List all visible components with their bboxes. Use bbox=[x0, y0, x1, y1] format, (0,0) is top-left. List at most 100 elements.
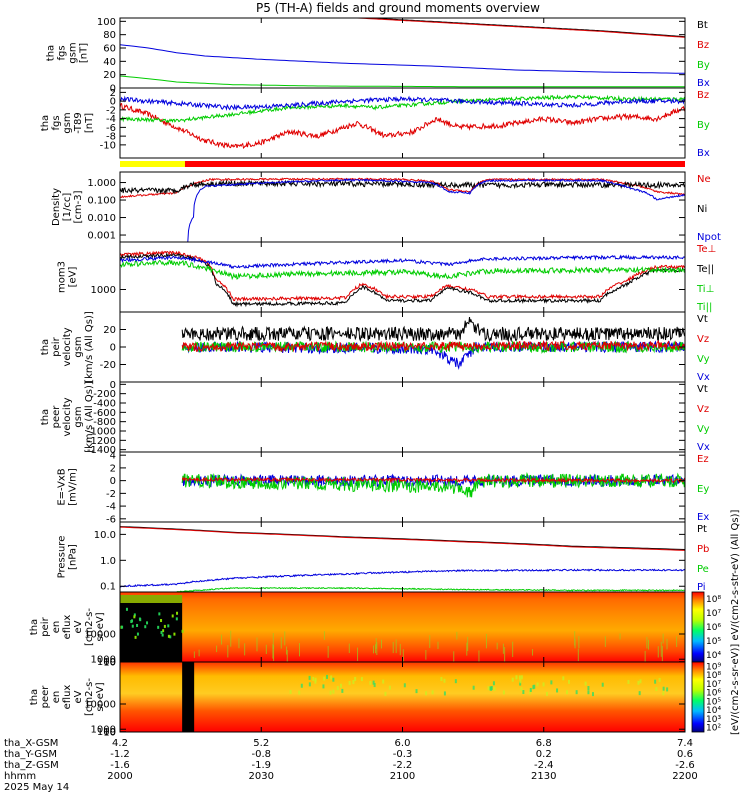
series-Bx-line bbox=[120, 95, 685, 111]
legend-entry: Ni bbox=[697, 204, 707, 215]
legend-entry: Vz bbox=[697, 404, 709, 415]
x-ticks bbox=[119, 382, 686, 452]
x-ticks bbox=[119, 522, 686, 592]
heatmap-speck bbox=[533, 684, 536, 689]
y-axis-label-line: en bbox=[51, 621, 62, 634]
heatmap-speck bbox=[443, 678, 446, 683]
heatmap-speck bbox=[662, 691, 665, 696]
y-axis-label: tha peer en eflux eV [cm2-s-sr-eV] bbox=[29, 678, 106, 716]
heatmap-speck bbox=[490, 686, 493, 691]
y-tick-label: 10000 bbox=[84, 700, 116, 711]
heatmap-speck bbox=[382, 679, 385, 684]
heatmap-speck bbox=[587, 686, 590, 691]
y-axis-label-line: fgs bbox=[51, 115, 62, 130]
heatmap-speck bbox=[519, 681, 522, 686]
y-axis-label-line: velocity bbox=[62, 327, 73, 366]
heatmap-streak bbox=[376, 642, 378, 656]
heatmap-speck bbox=[627, 679, 630, 684]
series-Ti||-line bbox=[120, 254, 685, 270]
heatmap-speck bbox=[332, 689, 335, 694]
panel-4: Te⊥ Te|| Ti⊥ Ti|| 1000 mom3 [eV] bbox=[57, 241, 716, 313]
time-axis-value: -1.2 bbox=[110, 749, 130, 760]
y-ticks: 0 20 40 60 80 100 bbox=[97, 17, 685, 95]
heatmap-streak bbox=[375, 637, 377, 649]
heatmap-speck bbox=[520, 675, 523, 680]
legend-entry: Vy bbox=[697, 424, 710, 435]
y-axis-label-line: en bbox=[51, 691, 62, 704]
heatmap-streak bbox=[375, 644, 377, 654]
heatmap-streak bbox=[286, 649, 288, 663]
series-group bbox=[181, 472, 685, 498]
colorbar-tick-label: 10⁸ bbox=[706, 671, 721, 681]
heatmap-speck bbox=[522, 690, 525, 695]
y-tick-label: -800 bbox=[93, 417, 116, 428]
heatmap-speck bbox=[139, 618, 142, 622]
y-axis-label-line: tha bbox=[40, 409, 51, 425]
legend-entry: Bx bbox=[697, 78, 710, 89]
legend-entry: Bz bbox=[697, 90, 709, 101]
colorbar-tick-label: 10⁷ bbox=[706, 680, 721, 690]
y-tick-label: 0 bbox=[110, 97, 116, 108]
y-tick-label: -200 bbox=[93, 389, 116, 400]
heatmap-streak bbox=[280, 637, 282, 649]
heatmap-streak bbox=[502, 643, 504, 654]
heatmap-speck bbox=[323, 676, 326, 681]
colorbar-scale bbox=[691, 661, 705, 733]
y-axis-label-line: gsm bbox=[68, 42, 79, 63]
y-tick-label: -2 bbox=[106, 105, 116, 116]
y-tick-label: 2 bbox=[110, 463, 116, 474]
y-axis-label-line: mom3 bbox=[57, 261, 68, 293]
heatmap-speck bbox=[134, 635, 137, 639]
y-axis-label-line: tha bbox=[29, 619, 40, 635]
heatmap-speck bbox=[330, 675, 333, 680]
series-Te||-line bbox=[120, 252, 685, 308]
heatmap-field bbox=[120, 662, 685, 732]
heatmap-streak bbox=[298, 643, 300, 657]
heatmap-streak bbox=[467, 636, 469, 651]
heatmap-speck bbox=[493, 686, 496, 691]
heatmap-streak bbox=[227, 645, 229, 658]
y-tick-label: -1200 bbox=[87, 436, 116, 447]
y-axis-label-line: peer bbox=[51, 405, 62, 429]
time-axis-value: 2000 bbox=[107, 771, 132, 782]
panel-background bbox=[120, 382, 685, 452]
y-tick-label: 0 bbox=[110, 84, 116, 95]
series-group bbox=[120, 250, 685, 308]
y-tick-label: 0.1 bbox=[100, 582, 116, 593]
heatmap-speck bbox=[163, 624, 166, 628]
legend: Ez Ey Ex bbox=[697, 454, 709, 523]
y-axis-label-line: -T89 bbox=[73, 112, 84, 134]
heatmap-streak bbox=[456, 631, 458, 640]
heatmap-speck bbox=[440, 677, 443, 682]
legend-entry: Npot bbox=[697, 232, 721, 243]
heatmap-speck bbox=[314, 677, 317, 682]
time-axis-value: 4.2 bbox=[112, 738, 128, 749]
heatmap-streak bbox=[578, 636, 580, 649]
heatmap-streak bbox=[265, 644, 267, 655]
time-axis-value: -1.6 bbox=[110, 760, 130, 771]
y-axis-label-line: [nPa] bbox=[68, 544, 79, 570]
legend-entry: Vx bbox=[697, 442, 710, 453]
heatmap-speck bbox=[542, 682, 545, 687]
heatmap-speck bbox=[529, 687, 532, 692]
heatmap-streak bbox=[244, 643, 246, 656]
series-Vt-line bbox=[181, 317, 685, 343]
panel-5: Vt Vz Vy Vx -20 0 20 tha peir velocity gsm [km/s (A… bbox=[40, 311, 710, 383]
heatmap-gap bbox=[120, 602, 183, 662]
heatmap-streak bbox=[198, 649, 200, 657]
heatmap-speck bbox=[556, 688, 559, 693]
heatmap-speck bbox=[487, 686, 490, 691]
legend-entry: By bbox=[697, 120, 710, 131]
heatmap-streak bbox=[230, 630, 232, 647]
heatmap-streak bbox=[437, 641, 439, 649]
y-axis-label-line: peir bbox=[51, 336, 62, 356]
time-axis: tha_X-GSM 4.2 5.2 6.0 6.8 7.4 tha_Y-GSM -1.2 -0.… bbox=[4, 738, 698, 793]
time-axis-date: 2025 May 14 bbox=[4, 782, 69, 793]
heatmap-speck bbox=[312, 676, 315, 681]
legend-entry: Bz bbox=[697, 40, 709, 51]
colorbar-scale bbox=[691, 591, 705, 663]
colorbar-tick-label: 10⁴ bbox=[706, 706, 721, 716]
heatmap-speck bbox=[157, 625, 160, 629]
